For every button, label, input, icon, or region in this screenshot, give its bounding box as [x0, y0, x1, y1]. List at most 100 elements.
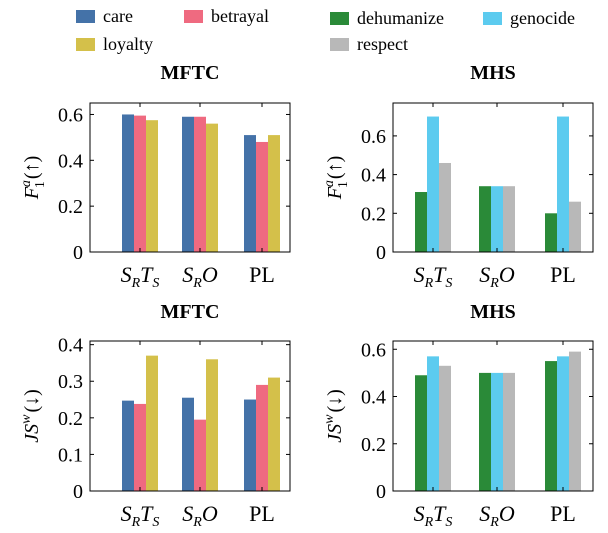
legend-swatch-genocide	[483, 12, 502, 25]
x-category-label: PL	[550, 262, 576, 287]
y-tick-label: 0	[376, 242, 386, 264]
plot-frame	[392, 340, 594, 492]
bar-care-3	[244, 135, 256, 252]
legend-mhs: dehumanize genocide respect	[330, 0, 608, 60]
x-category-label: SRO	[479, 501, 515, 530]
legend-entry-loyalty: loyalty	[76, 34, 153, 54]
bar-loyalty-3	[268, 377, 280, 491]
chart-1: MFTC 0 0.2 0.4 0.6 SRTS SRO PL Fa1(↑)	[19, 62, 291, 291]
bar-betrayal-2	[194, 116, 206, 252]
bar-betrayal-1	[134, 115, 146, 252]
chart-title: MFTC	[161, 301, 220, 323]
legend-entry-care: care	[76, 6, 133, 26]
bar-dehumanize-2	[479, 372, 491, 491]
legend-entry-betrayal: betrayal	[184, 6, 269, 26]
bar-genocide-1	[427, 116, 439, 252]
x-category-label: SRO	[182, 501, 218, 530]
y-tick-label: 0.2	[361, 203, 386, 225]
y-tick-label: 0.6	[58, 104, 83, 126]
legend-label-dehumanize: dehumanize	[357, 8, 444, 28]
legend-swatch-respect	[330, 38, 349, 51]
bar-care-2	[182, 116, 194, 252]
plot-frame	[89, 340, 291, 492]
bar-respect-1	[439, 365, 451, 491]
legend-mftc: care betrayal loyalty	[76, 0, 316, 60]
legend-entry-genocide: genocide	[483, 8, 575, 28]
legend-swatch-betrayal	[184, 10, 203, 23]
y-tick-label: 0.3	[58, 371, 83, 393]
bar-betrayal-3	[256, 141, 268, 252]
bar-care-1	[122, 400, 134, 491]
plot-frame	[392, 102, 594, 253]
chart-3: MFTC 0 0.1 0.2 0.3 0.4 SRTS SRO PL JSw(↓)	[19, 301, 291, 530]
bar-loyalty-2	[206, 123, 218, 252]
legend-label-loyalty: loyalty	[103, 34, 153, 54]
bar-care-2	[182, 397, 194, 491]
bar-loyalty-2	[206, 359, 218, 491]
bar-dehumanize-1	[415, 375, 427, 491]
y-tick-label: 0.4	[361, 387, 386, 409]
x-category-label: PL	[249, 501, 275, 526]
chart-4: MHS 0 0.2 0.4 0.6 SRTS SRO PL JSw(↓)	[322, 301, 594, 530]
legend-label-care: care	[103, 6, 133, 26]
legend-label-respect: respect	[357, 34, 408, 54]
y-tick-label: 0	[73, 481, 83, 503]
plot-frame	[89, 102, 291, 253]
bar-genocide-1	[427, 356, 439, 491]
bar-respect-1	[439, 162, 451, 252]
x-category-label: SRTS	[414, 501, 453, 530]
bar-dehumanize-3	[545, 213, 557, 252]
y-tick-label: 0.6	[361, 339, 386, 361]
bar-care-3	[244, 399, 256, 491]
chart-title: MHS	[470, 62, 516, 84]
x-category-label: PL	[550, 501, 576, 526]
legend-label-genocide: genocide	[510, 8, 575, 28]
y-tick-label: 0.4	[58, 150, 83, 172]
bar-respect-3	[569, 351, 581, 491]
bar-care-1	[122, 114, 134, 252]
legend-swatch-loyalty	[76, 38, 95, 51]
y-axis-label: Fa1(↑)	[19, 156, 48, 201]
bar-genocide-3	[557, 356, 569, 491]
chart-2: MHS 0 0.2 0.4 0.6 SRTS SRO PL Fa1(↑)	[322, 62, 594, 291]
y-tick-label: 0.6	[361, 126, 386, 148]
y-tick-label: 0.1	[58, 444, 83, 466]
x-category-label: SRO	[182, 262, 218, 291]
bar-loyalty-3	[268, 135, 280, 252]
bar-dehumanize-3	[545, 361, 557, 491]
bar-dehumanize-2	[479, 186, 491, 252]
bar-respect-2	[503, 186, 515, 252]
x-category-label: PL	[249, 262, 275, 287]
y-axis-label: Fa1(↑)	[322, 156, 351, 201]
legend-swatch-care	[76, 10, 95, 23]
y-tick-label: 0	[73, 242, 83, 264]
y-tick-label: 0.2	[58, 196, 83, 218]
y-tick-label: 0.2	[58, 408, 83, 430]
x-category-label: SRO	[479, 262, 515, 291]
x-category-label: SRTS	[121, 501, 160, 530]
bar-loyalty-1	[146, 120, 158, 252]
legend-swatch-dehumanize	[330, 12, 349, 25]
bar-genocide-3	[557, 116, 569, 252]
bar-betrayal-2	[194, 419, 206, 491]
y-tick-label: 0.4	[58, 335, 83, 357]
bar-respect-3	[569, 201, 581, 252]
bar-genocide-2	[491, 372, 503, 491]
y-tick-label: 0.2	[361, 434, 386, 456]
bar-genocide-2	[491, 186, 503, 252]
y-axis-label: JSw(↓)	[19, 389, 43, 443]
y-axis-label: JSw(↓)	[322, 389, 346, 443]
y-tick-label: 0.4	[361, 165, 386, 187]
bar-betrayal-1	[134, 403, 146, 491]
legend-entry-dehumanize: dehumanize	[330, 8, 444, 28]
bar-respect-2	[503, 372, 515, 491]
legend-entry-respect: respect	[330, 34, 408, 54]
legend-label-betrayal: betrayal	[211, 6, 269, 26]
x-category-label: SRTS	[414, 262, 453, 291]
x-category-label: SRTS	[121, 262, 160, 291]
bar-loyalty-1	[146, 355, 158, 491]
y-tick-label: 0	[376, 481, 386, 503]
chart-title: MHS	[470, 301, 516, 323]
chart-title: MFTC	[161, 62, 220, 84]
